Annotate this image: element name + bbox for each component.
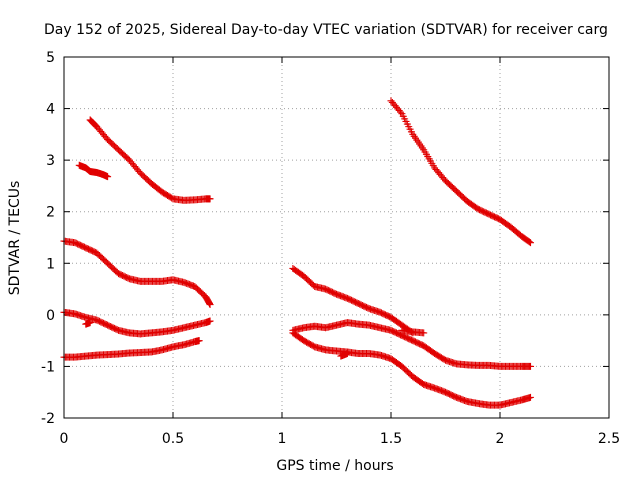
- y-tick-label: 4: [46, 102, 55, 118]
- series-arc-1: [86, 116, 214, 204]
- data-point: [104, 173, 112, 181]
- series-arc-2: [75, 161, 112, 181]
- data-point: [420, 329, 428, 337]
- plot-frame: [63, 56, 610, 419]
- series-arc-10: [398, 326, 428, 337]
- series-arc-9: [387, 97, 535, 247]
- x-tick-label: 1.5: [380, 431, 402, 447]
- data-point: [527, 393, 535, 401]
- y-tick-label: 2: [46, 205, 55, 221]
- y-tick-label: 0: [46, 308, 55, 324]
- data-point: [91, 121, 99, 129]
- series-arc-6: [289, 264, 417, 337]
- y-tick-label: 1: [46, 256, 55, 272]
- x-tick-label: 0: [60, 431, 69, 447]
- grid: [64, 57, 609, 418]
- data-point: [397, 108, 405, 116]
- data-point: [527, 239, 535, 247]
- series-arc-7: [289, 319, 535, 370]
- data-point: [525, 238, 533, 246]
- x-tick-label: 2.5: [598, 431, 620, 447]
- data-point: [527, 362, 535, 370]
- series-arc-11: [82, 319, 94, 328]
- data-point: [195, 337, 203, 345]
- data-point: [343, 350, 351, 358]
- data-point: [86, 319, 94, 327]
- series-arc-4: [60, 308, 214, 338]
- x-tick-label: 1: [278, 431, 287, 447]
- chart-title: Day 152 of 2025, Sidereal Day-to-day VTE…: [44, 22, 608, 38]
- y-tick-label: -1: [41, 359, 55, 375]
- data-point: [206, 317, 214, 325]
- y-axis-label: SDTVAR / TECUs: [7, 181, 23, 296]
- series-arc-5: [60, 337, 203, 361]
- data-points: [60, 97, 535, 409]
- x-axis-label: GPS time / hours: [276, 458, 393, 474]
- x-tick-label: 0.5: [162, 431, 184, 447]
- y-tick-label: -2: [41, 411, 55, 427]
- data-point: [206, 195, 214, 203]
- x-tick-label: 2: [496, 431, 505, 447]
- data-point: [206, 301, 214, 309]
- x-tick-labels: 0 0.5 1 1.5 2 2.5: [60, 431, 621, 447]
- series-arc-3: [60, 237, 214, 309]
- y-tick-label: 5: [46, 50, 55, 66]
- y-tick-labels: -2 -1 0 1 2 3 4 5: [41, 50, 55, 427]
- series-arc-8: [289, 329, 535, 409]
- series-arc-12: [337, 350, 351, 360]
- y-tick-label: 3: [46, 153, 55, 169]
